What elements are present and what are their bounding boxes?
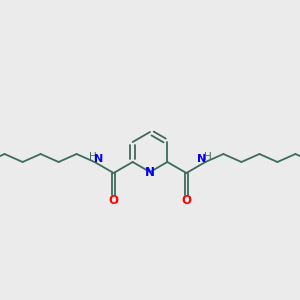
Text: N: N: [145, 167, 155, 179]
Text: H: H: [89, 152, 96, 162]
Text: O: O: [182, 194, 191, 208]
Text: O: O: [109, 194, 118, 208]
Text: H: H: [204, 152, 211, 162]
Text: N: N: [94, 154, 103, 164]
Text: N: N: [197, 154, 206, 164]
